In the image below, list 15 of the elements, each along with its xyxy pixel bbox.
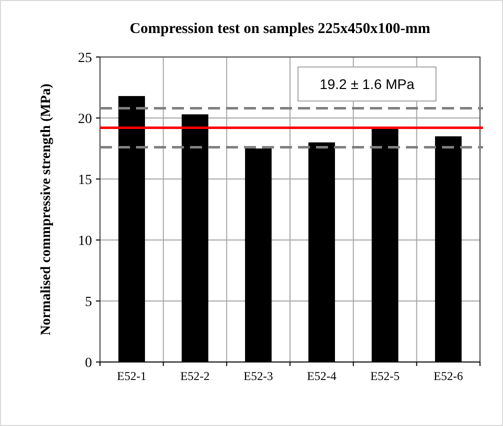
x-tick-label: E52-4	[307, 369, 336, 383]
y-tick-label: 20	[78, 112, 92, 127]
x-tick-label: E52-3	[244, 369, 273, 383]
x-tick-label: E52-2	[180, 369, 210, 383]
y-axis-title: Normalised commpressive strength (MPa)	[39, 83, 54, 336]
x-tick-label: E52-5	[370, 369, 400, 383]
y-tick-label: 25	[78, 50, 92, 66]
annotation: 19.2 ± 1.6 MPa	[320, 76, 415, 92]
chart-title: Compression test on samples 225x450x100-mm	[130, 21, 431, 37]
x-tick-label: E52-1	[117, 369, 146, 383]
y-tick-label: 10	[78, 234, 92, 249]
y-tick-label: 0	[85, 356, 92, 371]
y-tick-label: 5	[85, 294, 92, 310]
y-tick-label: 15	[78, 172, 92, 188]
x-tick-label: E52-6	[434, 369, 463, 383]
